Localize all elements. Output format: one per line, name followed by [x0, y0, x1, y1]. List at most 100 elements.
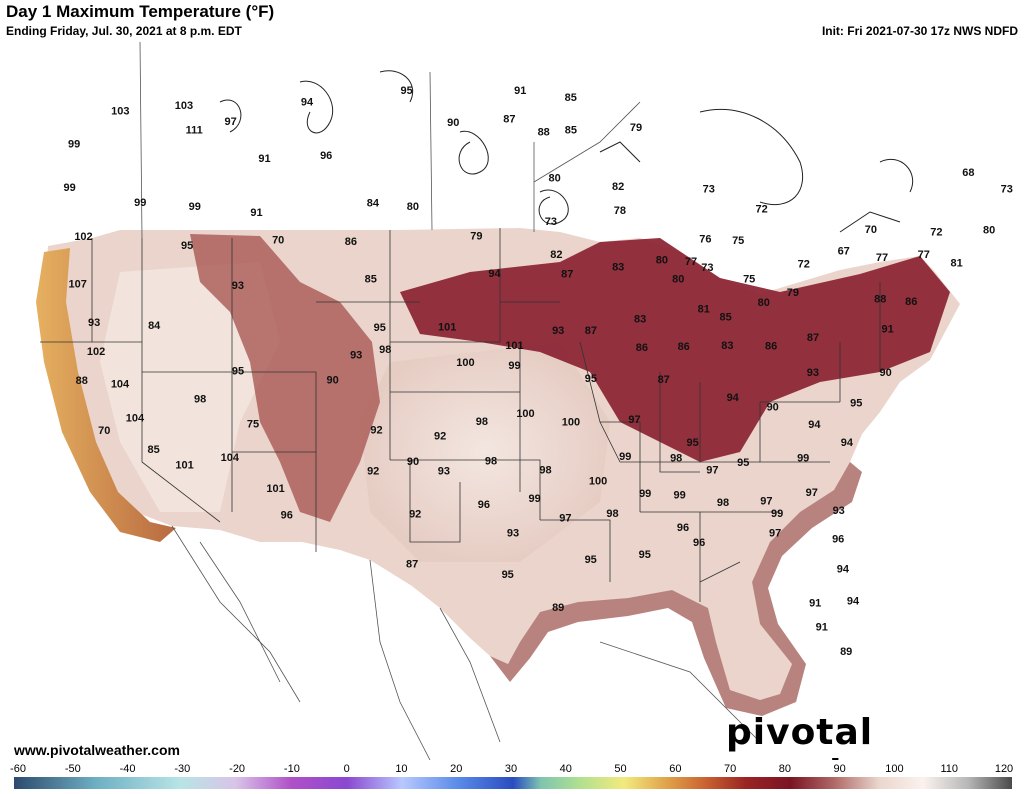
temperature-value: 93	[807, 367, 819, 379]
temperature-value: 75	[732, 235, 744, 247]
temperature-value: 97	[806, 487, 818, 499]
temperature-value: 95	[374, 322, 386, 334]
temperature-value: 77	[876, 252, 888, 264]
temperature-value: 95	[232, 365, 244, 377]
temperature-value: 85	[365, 274, 377, 286]
temperature-value: 99	[68, 139, 80, 151]
temperature-value: 82	[550, 249, 562, 261]
colorbar-tick: 80	[779, 763, 791, 775]
temperature-value: 100	[589, 475, 607, 487]
temperature-value: 85	[565, 125, 577, 137]
temperature-value: 91	[514, 85, 526, 97]
temperature-value: 93	[88, 317, 100, 329]
temperature-value: 80	[758, 297, 770, 309]
header: Day 1 Maximum Temperature (°F) Ending Fr…	[0, 0, 1024, 42]
temperature-value: 93	[438, 466, 450, 478]
temperature-value: 103	[175, 100, 193, 112]
temperature-value: 86	[345, 236, 357, 248]
temperature-value: 99	[528, 493, 540, 505]
temperature-value: 88	[538, 127, 550, 139]
temperature-value: 75	[247, 419, 259, 431]
temperature-value: 98	[539, 465, 551, 477]
temperature-value: 97	[760, 495, 772, 507]
temperature-value: 99	[639, 488, 651, 500]
temperature-value: 104	[111, 378, 130, 390]
temperature-value: 95	[585, 373, 597, 385]
temperature-value: 95	[585, 554, 597, 566]
temperature-value: 99	[508, 360, 520, 372]
temperature-value: 99	[134, 197, 146, 209]
temperature-value: 102	[74, 231, 92, 243]
temperature-value: 91	[250, 207, 262, 219]
temperature-value: 95	[686, 437, 698, 449]
colorbar-tick: -50	[65, 763, 81, 775]
temperature-value: 86	[636, 342, 648, 354]
temperature-value: 95	[639, 549, 651, 561]
temperature-value: 99	[673, 489, 685, 501]
temperature-value: 92	[370, 424, 382, 436]
colorbar-tick: -60	[10, 763, 26, 775]
temperature-value: 70	[98, 425, 110, 437]
temperature-value: 99	[771, 508, 783, 520]
temperature-value: 89	[552, 602, 564, 614]
temperature-value: 88	[76, 375, 88, 387]
temperature-value: 104	[126, 412, 145, 424]
colorbar-tick: 40	[560, 763, 572, 775]
temperature-value: 95	[181, 240, 193, 252]
colorbar-tick: 20	[450, 763, 462, 775]
temperature-value: 104	[221, 452, 240, 464]
temperature-value: 101	[266, 483, 284, 495]
temperature-value: 84	[367, 198, 380, 210]
temperature-value: 83	[634, 314, 646, 326]
temperature-value: 101	[175, 460, 193, 472]
temperature-value: 72	[798, 258, 810, 270]
temperature-value: 72	[755, 204, 767, 216]
temperature-value: 97	[224, 116, 236, 128]
temperature-value: 102	[87, 346, 105, 358]
temperature-value: 93	[350, 350, 362, 362]
colorbar-tick: -30	[174, 763, 190, 775]
colorbar-tick: 50	[614, 763, 626, 775]
temperature-value: 86	[905, 296, 917, 308]
temperature-value: 95	[400, 85, 412, 97]
temperature-value: 83	[721, 340, 733, 352]
temperature-value: 103	[111, 106, 129, 118]
temperature-value: 98	[717, 497, 729, 509]
colorbar-tick: -40	[120, 763, 136, 775]
temperature-value: 98	[606, 508, 618, 520]
temperature-value: 88	[874, 293, 886, 305]
temperature-value: 91	[816, 621, 828, 633]
website-url[interactable]: www.pivotalweather.com	[14, 742, 180, 758]
temperature-value: 94	[841, 437, 854, 449]
temperature-value: 81	[698, 304, 710, 316]
temperature-value: 77	[918, 249, 930, 261]
temperature-value: 91	[809, 598, 821, 610]
temperature-value: 96	[677, 522, 689, 534]
temperature-value: 101	[438, 322, 456, 334]
temperature-value: 101	[505, 340, 523, 352]
temperature-value: 70	[272, 235, 284, 247]
temperature-value: 98	[670, 452, 682, 464]
temperature-value: 96	[281, 510, 293, 522]
temperature-value: 87	[807, 332, 819, 344]
temperature-value: 85	[719, 312, 731, 324]
temperature-value: 97	[628, 414, 640, 426]
temperature-value: 77	[685, 256, 697, 268]
temperature-value: 80	[656, 254, 668, 266]
temperature-value: 73	[701, 262, 713, 274]
colorbar-tick: 100	[885, 763, 903, 775]
temperature-value: 80	[672, 274, 684, 286]
map-subtitle: Ending Friday, Jul. 30, 2021 at 8 p.m. E…	[6, 24, 242, 38]
temperature-value: 67	[838, 245, 850, 257]
temperature-value: 84	[148, 320, 161, 332]
temperature-value: 96	[693, 537, 705, 549]
temperature-value: 99	[619, 451, 631, 463]
temperature-value: 87	[503, 113, 515, 125]
temperature-value: 99	[797, 452, 809, 464]
temperature-value: 80	[983, 225, 995, 237]
temperature-value: 87	[561, 269, 573, 281]
temperature-value: 90	[326, 375, 338, 387]
temperature-value: 90	[407, 456, 419, 468]
